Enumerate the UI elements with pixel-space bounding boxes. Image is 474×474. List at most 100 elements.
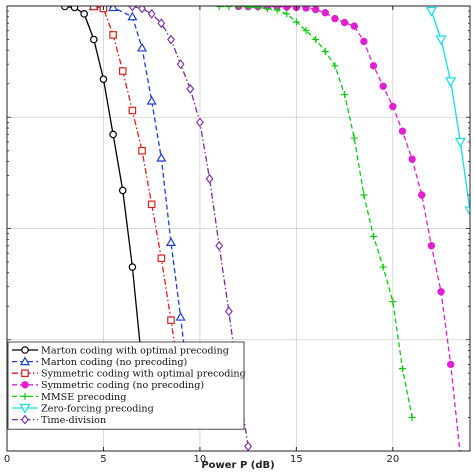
- series-layer: [61, 6, 470, 459]
- data-point: [70, 6, 79, 12]
- data-point: [427, 242, 436, 250]
- data-point: [312, 35, 320, 43]
- series-2: [88, 6, 196, 402]
- data-point: [137, 42, 148, 52]
- data-point: [128, 263, 137, 271]
- data-point: [118, 186, 127, 195]
- data-point: [157, 254, 166, 263]
- data-point: [147, 8, 156, 19]
- data-point: [360, 37, 368, 46]
- data-point: [109, 130, 117, 139]
- legend-label: Marton coding with optimal precoding: [41, 345, 229, 356]
- series-line: [93, 6, 191, 398]
- legend-item: Marton coding (no precoding): [12, 356, 187, 368]
- data-point: [408, 155, 416, 163]
- legend-item: Symmetric coding with optimal precoding: [12, 369, 246, 380]
- legend-marker: [21, 346, 29, 354]
- data-point: [418, 191, 426, 199]
- legend-marker: [19, 356, 31, 366]
- data-point: [457, 453, 463, 459]
- legend-item: Zero-forcing precoding: [12, 403, 154, 414]
- data-point: [146, 95, 157, 105]
- data-point: [302, 27, 310, 35]
- data-point: [147, 200, 156, 209]
- data-point: [321, 9, 330, 17]
- data-point: [224, 306, 233, 317]
- data-point: [379, 82, 387, 90]
- legend-marker: [19, 403, 31, 414]
- legend-item: Time-division: [12, 414, 106, 426]
- data-point: [292, 18, 300, 26]
- x-tick-label: 15: [290, 454, 303, 465]
- data-point: [109, 31, 117, 39]
- data-point: [389, 102, 397, 111]
- data-point: [118, 67, 127, 75]
- data-point: [435, 35, 447, 46]
- data-point: [425, 6, 437, 17]
- data-point: [398, 127, 407, 135]
- legend-label: Zero-forcing precoding: [41, 403, 154, 414]
- legend-marker: [21, 381, 29, 389]
- data-point: [138, 146, 146, 155]
- series-7: [128, 6, 253, 451]
- data-point: [437, 288, 445, 296]
- data-point: [167, 34, 175, 45]
- legend-marker: [21, 369, 29, 378]
- data-point: [408, 414, 416, 422]
- data-point: [167, 316, 175, 324]
- data-point: [370, 232, 378, 240]
- legend: Marton coding with optimal precodingMart…: [7, 341, 246, 430]
- series-6: [425, 6, 470, 217]
- x-tick-label: 20: [386, 454, 399, 465]
- x-tick-label: 10: [194, 454, 207, 465]
- data-point: [331, 14, 339, 23]
- data-point: [350, 134, 358, 142]
- data-point: [454, 137, 466, 148]
- data-point: [254, 6, 262, 11]
- data-point: [283, 10, 291, 18]
- data-point: [283, 6, 291, 11]
- data-point: [176, 59, 185, 70]
- data-point: [340, 18, 349, 27]
- data-point: [244, 6, 252, 11]
- x-axis-label: Power P (dB): [201, 460, 274, 471]
- data-point: [398, 365, 406, 373]
- data-point: [205, 173, 214, 184]
- x-tick-label: 5: [100, 454, 106, 465]
- data-point: [464, 206, 470, 217]
- legend-item: Marton coding with optimal precoding: [12, 345, 229, 356]
- data-point: [447, 360, 455, 369]
- legend-item: Symmetric coding (no precoding): [12, 380, 204, 391]
- legend-marker: [21, 414, 29, 425]
- data-point: [445, 77, 457, 88]
- data-point: [175, 311, 186, 321]
- legend-item: MMSE precoding: [12, 392, 126, 403]
- x-tick-label: 0: [4, 454, 10, 465]
- legend-box: [7, 341, 245, 430]
- data-point: [321, 47, 329, 55]
- data-point: [128, 106, 137, 115]
- data-point: [244, 441, 253, 451]
- data-point: [108, 6, 119, 12]
- legend-label: Time-division: [41, 415, 106, 426]
- legend-label: Marton coding (no precoding): [41, 357, 187, 368]
- data-point: [186, 83, 195, 94]
- data-point: [128, 6, 137, 12]
- legend-label: Symmetric coding (no precoding): [41, 380, 204, 391]
- data-point: [369, 62, 378, 70]
- data-point: [379, 263, 387, 271]
- data-point: [165, 237, 177, 246]
- data-point: [156, 152, 167, 162]
- legend-marker: [21, 392, 29, 400]
- data-point: [311, 6, 320, 14]
- data-point: [80, 10, 88, 18]
- data-point: [157, 18, 166, 29]
- data-point: [99, 75, 108, 83]
- data-point: [341, 91, 349, 99]
- data-point: [215, 240, 224, 251]
- data-point: [302, 6, 310, 12]
- data-point: [196, 117, 204, 128]
- axis-ticks: 0 5 10 15 20: [4, 6, 470, 465]
- data-point: [138, 6, 146, 14]
